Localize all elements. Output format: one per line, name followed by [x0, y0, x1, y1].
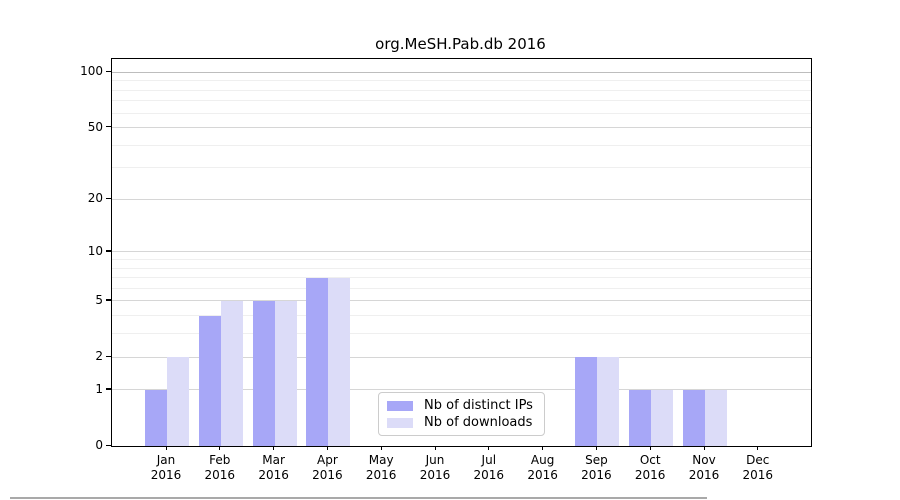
- major-gridline: [112, 127, 811, 129]
- distinct-ips-swatch-icon: [387, 400, 413, 411]
- y-tick-mark: [106, 70, 111, 72]
- x-tick-mark: [380, 446, 382, 450]
- x-tick-label-dec: Dec 2016: [742, 453, 774, 482]
- bar-oct-downloads: [651, 389, 674, 446]
- x-tick-mark: [488, 446, 490, 450]
- x-tick-mark: [703, 446, 705, 450]
- legend: Nb of distinct IPs Nb of downloads: [378, 392, 545, 436]
- x-tick-label-oct: Oct 2016: [634, 453, 666, 482]
- minor-gridline: [112, 259, 811, 261]
- minor-gridline: [112, 315, 811, 317]
- y-tick-mark: [106, 197, 111, 200]
- y-tick-mark: [106, 250, 111, 252]
- x-tick-label-jun: Jun 2016: [419, 453, 451, 482]
- x-tick-mark: [434, 446, 436, 450]
- x-tick-mark: [542, 446, 544, 450]
- x-tick-mark: [273, 446, 275, 450]
- legend-row-downloads: Nb of downloads: [387, 415, 536, 430]
- bar-mar-distinct-ips: [252, 300, 275, 446]
- x-tick-mark: [165, 446, 167, 450]
- bar-jan-downloads: [167, 357, 189, 446]
- minor-gridline: [112, 80, 811, 82]
- y-tick-label: 1: [95, 381, 103, 396]
- x-tick-label-aug: Aug 2016: [527, 453, 558, 482]
- chart-title: org.MeSH.Pab.db 2016: [375, 35, 546, 53]
- major-gridline: [112, 389, 811, 391]
- plot-area: [111, 58, 812, 447]
- window-bottom-edge: [10, 497, 707, 499]
- minor-gridline: [112, 112, 811, 114]
- bar-apr-downloads: [328, 277, 351, 446]
- major-gridline: [112, 356, 811, 358]
- legend-row-distinct-ips: Nb of distinct IPs: [387, 398, 536, 413]
- major-gridline: [112, 198, 811, 200]
- x-tick-label-nov: Nov 2016: [688, 453, 720, 482]
- y-tick-mark: [106, 299, 111, 301]
- x-tick-mark: [326, 446, 329, 450]
- x-tick-label-sep: Sep 2016: [581, 453, 612, 482]
- downloads-swatch-icon: [387, 417, 413, 428]
- major-gridline: [112, 300, 811, 302]
- minor-gridline: [112, 267, 811, 269]
- bar-sep-downloads: [597, 357, 620, 446]
- y-tick-mark: [106, 444, 111, 446]
- y-tick-label: 10: [87, 243, 103, 258]
- x-tick-label-jul: Jul 2016: [473, 453, 505, 482]
- bar-oct-distinct-ips: [629, 389, 652, 446]
- y-tick-label: 5: [95, 292, 103, 307]
- legend-label-downloads: Nb of downloads: [424, 415, 533, 430]
- y-tick-mark: [106, 355, 111, 357]
- x-tick-label-feb: Feb 2016: [204, 453, 236, 482]
- y-tick-label: 2: [95, 349, 103, 364]
- minor-gridline: [112, 100, 811, 102]
- minor-gridline: [112, 277, 811, 279]
- y-tick-mark: [106, 388, 111, 390]
- x-tick-mark: [757, 446, 759, 450]
- bar-apr-distinct-ips: [306, 277, 329, 446]
- x-tick-label-jan: Jan 2016: [150, 453, 182, 482]
- major-gridline: [112, 251, 811, 253]
- minor-gridline: [112, 144, 811, 146]
- minor-gridline: [112, 333, 811, 335]
- x-tick-label-mar: Mar 2016: [258, 453, 289, 482]
- bar-jan-distinct-ips: [145, 389, 167, 446]
- minor-gridline: [112, 287, 811, 289]
- x-tick-mark: [595, 446, 598, 450]
- y-tick-label: 20: [87, 191, 103, 206]
- bar-nov-distinct-ips: [683, 389, 705, 446]
- bar-nov-downloads: [705, 389, 727, 446]
- x-tick-label-may: May 2016: [365, 453, 397, 482]
- x-tick-mark: [649, 446, 651, 450]
- x-tick-label-apr: Apr 2016: [312, 453, 343, 482]
- y-tick-mark: [106, 126, 111, 128]
- major-gridline: [112, 71, 811, 73]
- bar-feb-distinct-ips: [198, 315, 221, 446]
- minor-gridline: [112, 167, 811, 169]
- y-tick-label: 100: [80, 64, 103, 79]
- y-tick-label: 50: [87, 119, 103, 134]
- bar-mar-downloads: [274, 300, 297, 446]
- minor-gridline: [112, 89, 811, 91]
- y-tick-label: 0: [95, 438, 103, 452]
- bar-sep-distinct-ips: [575, 357, 598, 446]
- bar-feb-downloads: [220, 300, 243, 446]
- x-tick-mark: [219, 446, 221, 450]
- legend-label-distinct-ips: Nb of distinct IPs: [424, 398, 533, 413]
